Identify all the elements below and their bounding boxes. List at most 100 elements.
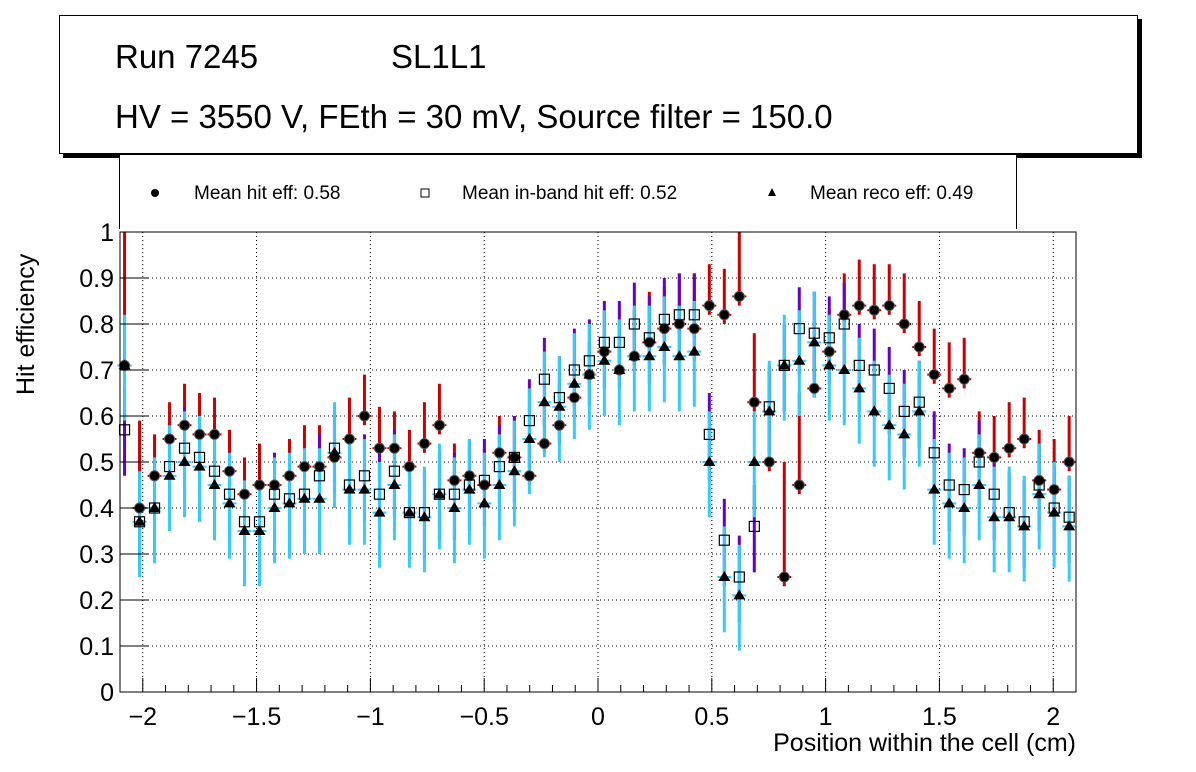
reco-eff-point bbox=[928, 483, 941, 494]
hit-eff-point bbox=[433, 419, 445, 431]
inband-eff-point bbox=[823, 332, 835, 344]
reco-eff-point bbox=[238, 525, 251, 535]
reco-eff-point bbox=[388, 479, 401, 489]
y-tick-label: 1 bbox=[100, 219, 114, 247]
reco-eff-point bbox=[613, 364, 626, 374]
inband-eff-point bbox=[883, 382, 895, 394]
reco-eff-point bbox=[133, 515, 146, 526]
conditions-label: HV = 3550 V, FEth = 30 mV, Source filter… bbox=[115, 98, 833, 135]
x-tick-label: −2 bbox=[129, 703, 158, 731]
hit-eff-point bbox=[194, 428, 206, 440]
inband-eff-point bbox=[493, 461, 506, 473]
reco-eff-point bbox=[988, 511, 1001, 522]
y-tick-label: 0.6 bbox=[79, 403, 114, 431]
inband-eff-point bbox=[373, 488, 386, 500]
reco-eff-point bbox=[823, 359, 836, 370]
reco-eff-point bbox=[973, 479, 986, 489]
reco-eff-point bbox=[313, 492, 326, 503]
layer-label: SL1L1 bbox=[391, 38, 487, 75]
y-tick-label: 0.2 bbox=[79, 587, 114, 615]
hit-eff-point bbox=[853, 300, 865, 312]
reco-eff-point bbox=[223, 497, 236, 508]
inband-eff-point bbox=[643, 332, 655, 344]
hit-eff-point bbox=[763, 456, 775, 468]
y-tick-label: 0 bbox=[100, 679, 114, 707]
inband-eff-point bbox=[793, 323, 805, 335]
hit-eff-point bbox=[823, 346, 835, 358]
x-tick-label: −1 bbox=[356, 703, 385, 731]
hit-eff-point bbox=[538, 438, 550, 450]
reco-eff-point bbox=[253, 525, 266, 535]
hit-eff-point bbox=[988, 451, 1000, 463]
hit-eff-point bbox=[298, 461, 310, 473]
reco-eff-point bbox=[163, 469, 176, 480]
hit-eff-point bbox=[343, 433, 355, 445]
hit-eff-point bbox=[164, 433, 176, 445]
reco-eff-point bbox=[943, 497, 956, 508]
reco-eff-point bbox=[1063, 520, 1076, 531]
reco-eff-point bbox=[403, 506, 416, 517]
hit-eff-point bbox=[403, 461, 415, 473]
reco-eff-point bbox=[523, 433, 536, 443]
reco-eff-point bbox=[553, 400, 566, 411]
inband-eff-point bbox=[208, 465, 221, 477]
reco-eff-point bbox=[508, 465, 521, 476]
inband-eff-point bbox=[358, 470, 371, 482]
x-tick-label: 1 bbox=[819, 703, 833, 731]
x-tick-label: −0.5 bbox=[460, 703, 509, 731]
inband-eff-point bbox=[868, 364, 880, 376]
reco-eff-point bbox=[178, 456, 191, 466]
inband-eff-point bbox=[748, 520, 760, 533]
hit-eff-point bbox=[733, 290, 745, 302]
inband-eff-point bbox=[943, 479, 955, 491]
inband-eff-point bbox=[613, 336, 625, 348]
reco-eff-point bbox=[1003, 511, 1016, 522]
reco-eff-point bbox=[373, 506, 386, 517]
hit-eff-point bbox=[868, 304, 880, 316]
hit-eff-point bbox=[283, 470, 295, 482]
grid-lines bbox=[120, 232, 1076, 692]
inband-eff-point bbox=[508, 451, 520, 463]
inband-eff-point bbox=[268, 488, 281, 500]
reco-eff-point bbox=[778, 359, 791, 370]
reco-eff-point bbox=[733, 589, 746, 600]
inband-eff-point bbox=[733, 571, 745, 583]
hit-eff-point bbox=[523, 470, 535, 482]
hit-eff-point bbox=[928, 369, 940, 381]
y-tick-label: 0.4 bbox=[79, 495, 114, 523]
y-tick-label: 0.5 bbox=[79, 449, 114, 477]
inband-eff-point bbox=[838, 318, 850, 330]
hit-eff-point bbox=[898, 318, 910, 330]
inband-eff-point bbox=[598, 336, 610, 348]
reco-eff-point bbox=[208, 479, 221, 489]
inband-eff-point bbox=[538, 373, 550, 385]
reco-eff-point bbox=[883, 419, 896, 430]
y-tick-label: 0.8 bbox=[79, 311, 114, 339]
hit-eff-point bbox=[209, 428, 221, 440]
hit-eff-point bbox=[1018, 433, 1030, 445]
reco-eff-point bbox=[1018, 520, 1031, 531]
hit-eff-point bbox=[463, 470, 475, 482]
reco-eff-point bbox=[643, 350, 656, 361]
reco-eff-point bbox=[1048, 506, 1061, 517]
error-bars bbox=[117, 232, 1077, 651]
legend-reco-eff: Mean reco eff: 0.49 bbox=[810, 183, 974, 204]
inband-eff-point bbox=[658, 313, 670, 325]
hit-eff-point bbox=[793, 479, 805, 491]
reco-eff-point bbox=[418, 511, 431, 522]
inband-eff-point bbox=[688, 309, 700, 321]
reco-eff-point bbox=[1033, 488, 1046, 499]
inband-eff-point bbox=[898, 405, 910, 417]
hit-eff-point bbox=[493, 447, 505, 459]
inband-eff-point bbox=[973, 456, 985, 468]
hit-eff-point bbox=[224, 465, 236, 477]
hit-eff-point bbox=[239, 488, 251, 500]
hit-eff-point bbox=[883, 300, 895, 312]
reco-eff-point bbox=[118, 359, 131, 370]
reco-eff-point bbox=[463, 483, 476, 494]
legend-inband-eff: Mean in-band hit eff: 0.52 bbox=[462, 183, 678, 204]
hit-eff-point bbox=[703, 300, 715, 312]
reco-eff-point bbox=[808, 336, 821, 347]
reco-eff-point bbox=[268, 502, 281, 512]
